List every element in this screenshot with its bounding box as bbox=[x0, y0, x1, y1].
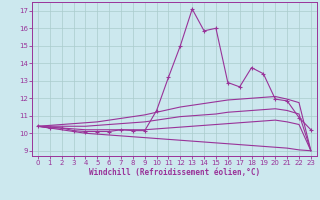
X-axis label: Windchill (Refroidissement éolien,°C): Windchill (Refroidissement éolien,°C) bbox=[89, 168, 260, 177]
